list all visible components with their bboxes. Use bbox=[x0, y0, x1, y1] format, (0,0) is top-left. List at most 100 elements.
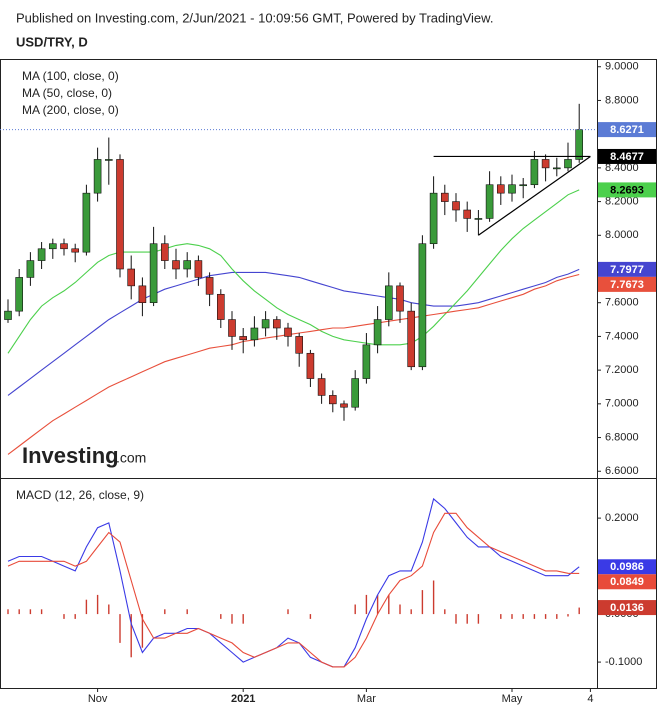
moving-average bbox=[7, 189, 580, 354]
value-label: 0.0849 bbox=[610, 576, 644, 588]
moving-average bbox=[7, 268, 580, 396]
candle-body bbox=[496, 184, 505, 194]
candle-body bbox=[37, 248, 46, 261]
candle-body bbox=[228, 319, 236, 337]
legend-entry: MA (100, close, 0) bbox=[22, 69, 119, 83]
candle-body bbox=[4, 310, 12, 320]
macd-line bbox=[7, 497, 580, 668]
candle-body bbox=[60, 243, 68, 250]
value-label: 0.0986 bbox=[610, 561, 644, 573]
candle-body bbox=[71, 248, 79, 253]
candle-body bbox=[93, 159, 102, 194]
candle-body bbox=[429, 192, 438, 245]
y-tick-label: 6.6000 bbox=[605, 465, 639, 477]
candle-body bbox=[183, 260, 191, 270]
candle-body bbox=[48, 243, 57, 250]
value-label-box bbox=[598, 600, 656, 616]
y-tick-label: 0.2000 bbox=[605, 512, 639, 524]
candle-body bbox=[172, 260, 180, 270]
value-label-box bbox=[598, 276, 656, 292]
y-tick-label: 9.0000 bbox=[605, 61, 639, 73]
candle-body bbox=[340, 403, 348, 408]
candle-body bbox=[530, 159, 539, 186]
y-tick-label: 8.0000 bbox=[605, 229, 639, 241]
candle-body bbox=[250, 327, 259, 341]
x-tick-label: 2021 bbox=[231, 693, 255, 705]
candle-body bbox=[239, 336, 247, 341]
x-tick-label: Nov bbox=[88, 693, 108, 705]
value-label: 0.0136 bbox=[610, 602, 644, 614]
candle-body bbox=[138, 285, 147, 304]
value-label: 7.7673 bbox=[610, 279, 644, 291]
candle-body bbox=[149, 243, 158, 304]
candle-body bbox=[452, 201, 460, 211]
value-label-box bbox=[598, 261, 656, 277]
candle-body bbox=[362, 344, 371, 379]
value-label-box bbox=[598, 559, 656, 575]
value-label: 8.4677 bbox=[610, 151, 644, 163]
candle-body bbox=[418, 243, 427, 368]
candle-body bbox=[295, 336, 304, 354]
chart-title: USD/TRY, D bbox=[16, 34, 88, 49]
macd-title: MACD (12, 26, close, 9) bbox=[16, 488, 144, 502]
candle-body bbox=[317, 378, 326, 396]
x-tick-label: Mar bbox=[357, 693, 376, 705]
price-panel: 6.60006.80007.00007.20007.40007.60007.80… bbox=[0, 61, 656, 477]
candle-body bbox=[284, 327, 292, 337]
candle-body bbox=[508, 184, 516, 194]
candle-body bbox=[15, 277, 23, 312]
candle-body bbox=[217, 293, 225, 320]
candle-body bbox=[105, 159, 113, 161]
header: Published on Investing.com, 2/Jun/2021 -… bbox=[16, 10, 493, 25]
candle-body bbox=[373, 319, 382, 346]
candle-body bbox=[463, 209, 472, 219]
logo: Investing bbox=[22, 443, 119, 468]
candle-body bbox=[552, 167, 561, 170]
logo-suffix: .com bbox=[116, 450, 146, 466]
legend-entry: MA (200, close, 0) bbox=[22, 103, 119, 117]
candle-body bbox=[541, 159, 550, 169]
y-tick-label: 6.8000 bbox=[605, 431, 639, 443]
value-label: 8.2693 bbox=[610, 184, 644, 196]
candle-body bbox=[116, 159, 124, 270]
y-tick-label: 7.4000 bbox=[605, 330, 639, 342]
candle-body bbox=[205, 277, 214, 295]
signal-line bbox=[7, 512, 580, 668]
candle-body bbox=[127, 268, 135, 287]
y-tick-label: 8.4000 bbox=[605, 162, 639, 174]
x-tick-label: May bbox=[502, 693, 523, 705]
y-tick-label: 8.2000 bbox=[605, 195, 639, 207]
value-label: 8.6271 bbox=[610, 124, 644, 136]
candle-body bbox=[82, 192, 91, 253]
value-label-box bbox=[598, 148, 656, 164]
trendline bbox=[478, 155, 591, 236]
y-tick-label: 7.2000 bbox=[605, 364, 639, 376]
y-tick-label: -0.1000 bbox=[605, 656, 642, 668]
x-tick-label: 4 bbox=[587, 693, 593, 705]
candle-body bbox=[328, 395, 337, 405]
candle-body bbox=[396, 285, 404, 312]
candle-body bbox=[407, 310, 416, 368]
y-tick-label: 8.8000 bbox=[605, 94, 639, 106]
value-label-box bbox=[598, 574, 656, 590]
y-tick-label: 7.0000 bbox=[605, 398, 639, 410]
candle-body bbox=[474, 218, 483, 220]
value-label: 7.7977 bbox=[610, 264, 644, 276]
candle-body bbox=[519, 184, 528, 187]
candle-body bbox=[26, 260, 35, 278]
value-label-box bbox=[598, 182, 656, 198]
candle-body bbox=[351, 378, 360, 408]
value-label-box bbox=[598, 122, 656, 138]
candle-body bbox=[575, 129, 584, 160]
candle-body bbox=[161, 243, 169, 261]
candle-body bbox=[272, 319, 281, 329]
moving-average bbox=[7, 273, 580, 455]
y-tick-label: 7.6000 bbox=[605, 297, 639, 309]
candle-body bbox=[194, 260, 203, 278]
legend-entry: MA (50, close, 0) bbox=[22, 86, 112, 100]
candle-body bbox=[384, 285, 393, 320]
candle-body bbox=[306, 352, 315, 379]
candle-body bbox=[485, 184, 494, 219]
